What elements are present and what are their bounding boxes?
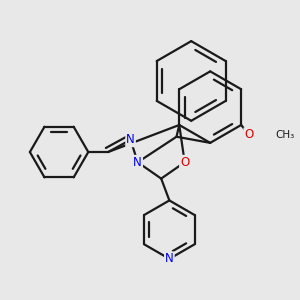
Text: O: O	[244, 128, 253, 141]
Text: N: N	[126, 133, 135, 146]
Text: N: N	[165, 252, 174, 265]
Text: O: O	[180, 156, 189, 169]
Text: N: N	[133, 156, 142, 169]
Text: CH₃: CH₃	[276, 130, 295, 140]
